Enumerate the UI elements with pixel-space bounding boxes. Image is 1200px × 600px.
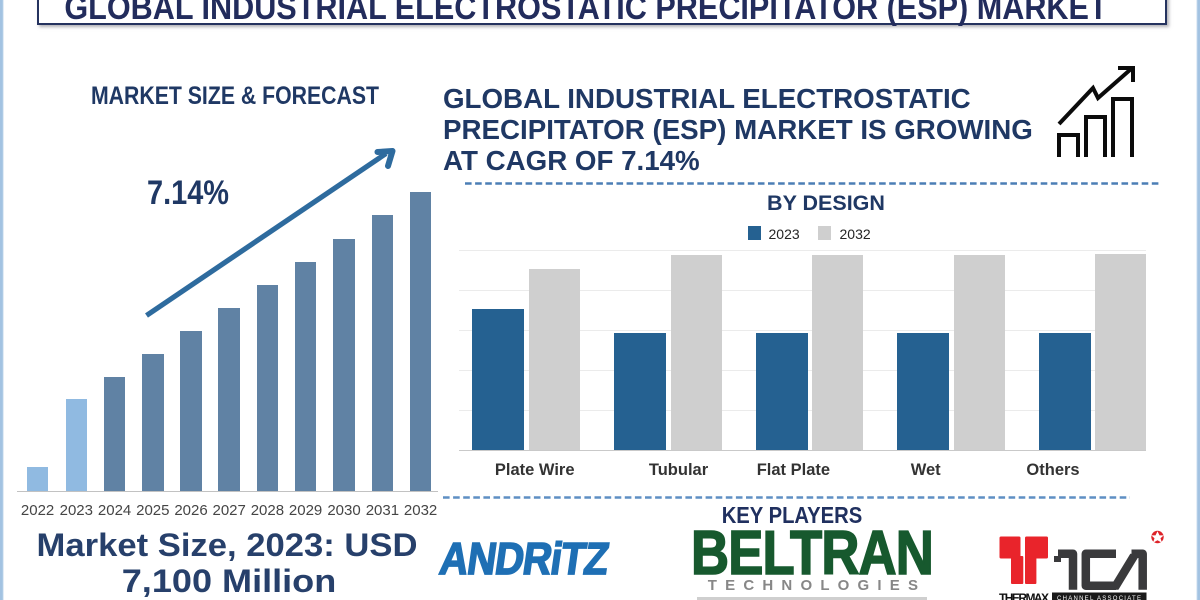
svg-text:THERMAX: THERMAX xyxy=(999,591,1049,600)
svg-text:CHANNEL ASSOCIATE: CHANNEL ASSOCIATE xyxy=(1057,596,1141,600)
